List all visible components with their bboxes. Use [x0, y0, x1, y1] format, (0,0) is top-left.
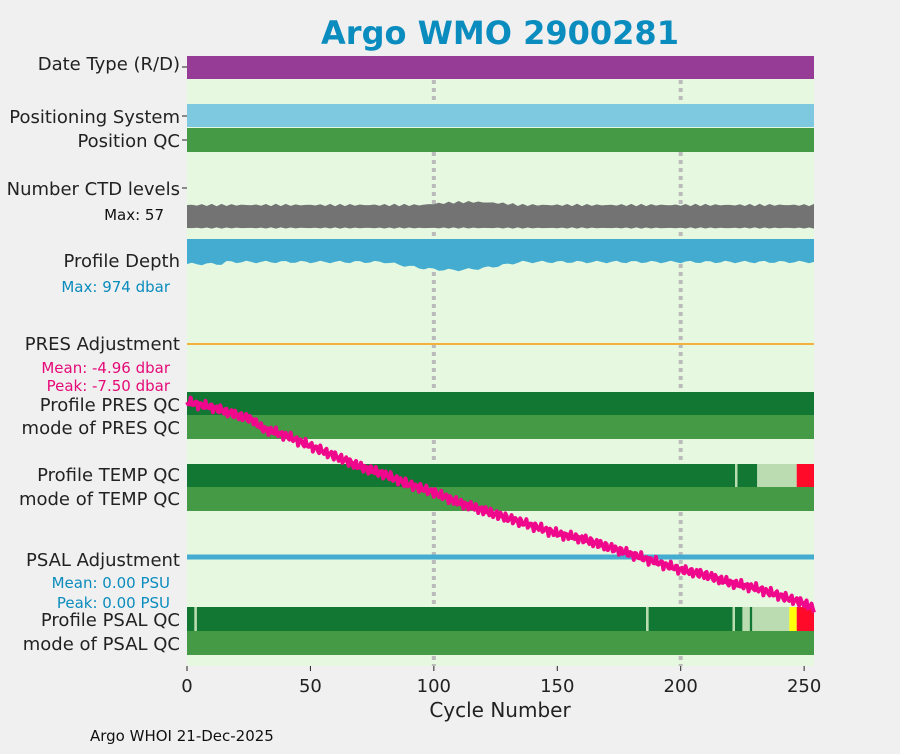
- row-label-profile-psal-qc: Profile PSAL QC: [41, 610, 180, 631]
- qc-segment: [187, 104, 814, 127]
- qc-segment: [737, 464, 758, 487]
- row-label-position-qc: Position QC: [77, 131, 180, 152]
- qc-segment: [735, 464, 738, 487]
- row-label-profile-pres-qc: Profile PRES QC: [40, 395, 180, 416]
- x-tick-label: 150: [540, 676, 574, 697]
- qc-segment: [187, 392, 814, 415]
- qc-segment: [796, 464, 814, 487]
- trend-line: [185, 395, 816, 614]
- qc-segment: [646, 607, 649, 631]
- row-label-ctd-levels: Number CTD levels: [7, 179, 180, 200]
- x-tick-label: 50: [299, 676, 322, 697]
- row-label-mode-pres-qc: mode of PRES QC: [22, 418, 180, 439]
- qc-segment: [732, 607, 736, 631]
- qc-segment: [648, 607, 733, 631]
- qc-segment: [757, 464, 797, 487]
- pres-mean-label: Mean: -4.96 dbar: [41, 359, 171, 377]
- footer-credit: Argo WHOI 21-Dec-2025: [90, 727, 274, 745]
- x-tick-label: 250: [787, 676, 821, 697]
- x-tick-label: 0: [181, 676, 192, 697]
- x-tick-label: 200: [664, 676, 698, 697]
- qc-segment: [187, 128, 814, 152]
- qc-segment: [796, 607, 814, 631]
- row-label-pres-adjustment: PRES Adjustment: [25, 334, 180, 355]
- qc-segment: [187, 56, 814, 79]
- row-label-positioning-system: Positioning System: [9, 107, 180, 128]
- plot-area: [187, 56, 814, 666]
- qc-segment: [735, 607, 743, 631]
- row-label-mode-temp-qc: mode of TEMP QC: [19, 489, 180, 510]
- row-label-psal-adjustment: PSAL Adjustment: [26, 550, 180, 571]
- qc-segment: [752, 607, 790, 631]
- qc-segment: [187, 631, 814, 655]
- pres-peak-label: Peak: -7.50 dbar: [47, 377, 171, 395]
- row-label-date-type: Date Type (R/D): [38, 54, 180, 75]
- qc-segment: [187, 487, 814, 511]
- row-label-mode-psal-qc: mode of PSAL QC: [23, 634, 180, 655]
- profile-depth-band: [187, 239, 814, 272]
- qc-segment: [749, 607, 753, 631]
- ctd-levels-band: [187, 201, 814, 229]
- qc-segment: [742, 607, 750, 631]
- qc-segment: [187, 464, 736, 487]
- qc-segment: [789, 607, 797, 631]
- x-axis-label: Cycle Number: [429, 698, 571, 722]
- chart-title: Argo WMO 2900281: [321, 14, 679, 52]
- row-label-profile-temp-qc: Profile TEMP QC: [37, 465, 180, 486]
- x-tick-label: 100: [417, 676, 451, 697]
- qc-segment: [194, 607, 197, 631]
- ctd-max-label: Max: 57: [104, 206, 164, 224]
- qc-segment: [196, 607, 647, 631]
- psal-mean-label: Mean: 0.00 PSU: [52, 574, 170, 592]
- qc-segment: [187, 607, 195, 631]
- depth-max-label: Max: 974 dbar: [61, 278, 170, 296]
- psal-peak-label: Peak: 0.00 PSU: [57, 594, 170, 612]
- row-label-profile-depth: Profile Depth: [63, 251, 180, 272]
